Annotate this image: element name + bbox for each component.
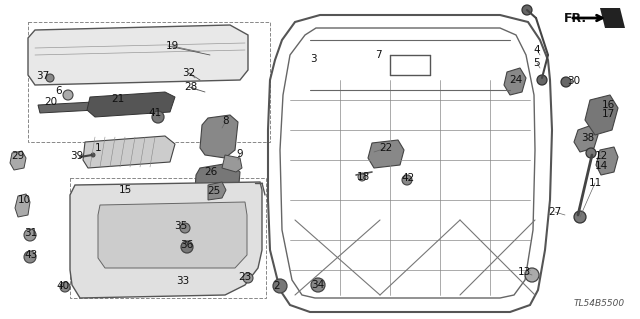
Text: 38: 38 [581, 133, 595, 143]
Text: TL54B5500: TL54B5500 [574, 299, 625, 308]
Bar [28, 22, 270, 142]
Circle shape [561, 77, 571, 87]
Polygon shape [98, 202, 247, 268]
Text: 9: 9 [237, 149, 243, 159]
Text: 39: 39 [70, 151, 84, 161]
Text: 1: 1 [95, 143, 101, 153]
Text: 10: 10 [17, 195, 31, 205]
Text: 8: 8 [223, 116, 229, 126]
Text: 43: 43 [24, 250, 38, 260]
Polygon shape [574, 125, 598, 152]
Circle shape [180, 223, 190, 233]
Polygon shape [585, 95, 618, 135]
Text: 42: 42 [401, 173, 415, 183]
Text: 15: 15 [118, 185, 132, 195]
Text: 7: 7 [374, 50, 381, 60]
Text: 3: 3 [310, 54, 316, 64]
Circle shape [24, 251, 36, 263]
Circle shape [537, 75, 547, 85]
Circle shape [574, 211, 586, 223]
Text: 36: 36 [180, 240, 194, 250]
Circle shape [152, 111, 164, 123]
Text: 13: 13 [517, 267, 531, 277]
Circle shape [522, 5, 532, 15]
Polygon shape [83, 136, 175, 168]
Text: 35: 35 [174, 221, 188, 231]
Polygon shape [38, 100, 133, 113]
Text: 32: 32 [182, 68, 196, 78]
Text: 5: 5 [534, 58, 540, 68]
Polygon shape [200, 115, 238, 158]
Polygon shape [87, 92, 175, 117]
Circle shape [60, 282, 70, 292]
Text: 18: 18 [356, 172, 370, 182]
Polygon shape [596, 147, 618, 175]
Circle shape [24, 229, 36, 241]
Text: 40: 40 [56, 281, 70, 291]
Circle shape [243, 273, 253, 283]
Text: 31: 31 [24, 228, 38, 238]
Text: 17: 17 [602, 109, 614, 119]
Polygon shape [70, 182, 262, 298]
Text: 11: 11 [588, 178, 602, 188]
Text: 41: 41 [148, 108, 162, 118]
Text: 21: 21 [111, 94, 125, 104]
Bar [70, 178, 266, 298]
Text: 16: 16 [602, 100, 614, 110]
Text: 19: 19 [165, 41, 179, 51]
Polygon shape [15, 194, 30, 217]
Text: 24: 24 [509, 75, 523, 85]
Polygon shape [368, 140, 404, 168]
Text: 27: 27 [548, 207, 562, 217]
Text: FR.: FR. [564, 11, 587, 25]
Polygon shape [10, 151, 26, 170]
Polygon shape [222, 155, 242, 172]
Circle shape [91, 153, 95, 157]
Circle shape [46, 74, 54, 82]
Circle shape [181, 241, 193, 253]
Polygon shape [28, 25, 248, 85]
Text: 33: 33 [177, 276, 189, 286]
Polygon shape [600, 8, 625, 28]
Circle shape [273, 279, 287, 293]
Text: 20: 20 [44, 97, 58, 107]
Text: 14: 14 [595, 161, 607, 171]
Text: 28: 28 [184, 82, 198, 92]
Circle shape [586, 148, 596, 158]
Text: 4: 4 [534, 45, 540, 55]
Text: 29: 29 [12, 151, 24, 161]
Circle shape [525, 268, 539, 282]
Circle shape [402, 175, 412, 185]
Polygon shape [208, 182, 226, 200]
Text: 6: 6 [56, 86, 62, 96]
Polygon shape [504, 68, 526, 95]
Circle shape [358, 173, 366, 181]
Text: 34: 34 [312, 280, 324, 290]
Text: 37: 37 [36, 71, 50, 81]
Circle shape [63, 90, 73, 100]
Text: 22: 22 [380, 143, 392, 153]
Polygon shape [195, 163, 240, 200]
Text: 23: 23 [238, 272, 252, 282]
Text: 26: 26 [204, 167, 218, 177]
Text: 30: 30 [568, 76, 580, 86]
Text: 2: 2 [274, 281, 280, 291]
Text: 12: 12 [595, 151, 607, 161]
Text: 25: 25 [207, 186, 221, 196]
Circle shape [311, 278, 325, 292]
